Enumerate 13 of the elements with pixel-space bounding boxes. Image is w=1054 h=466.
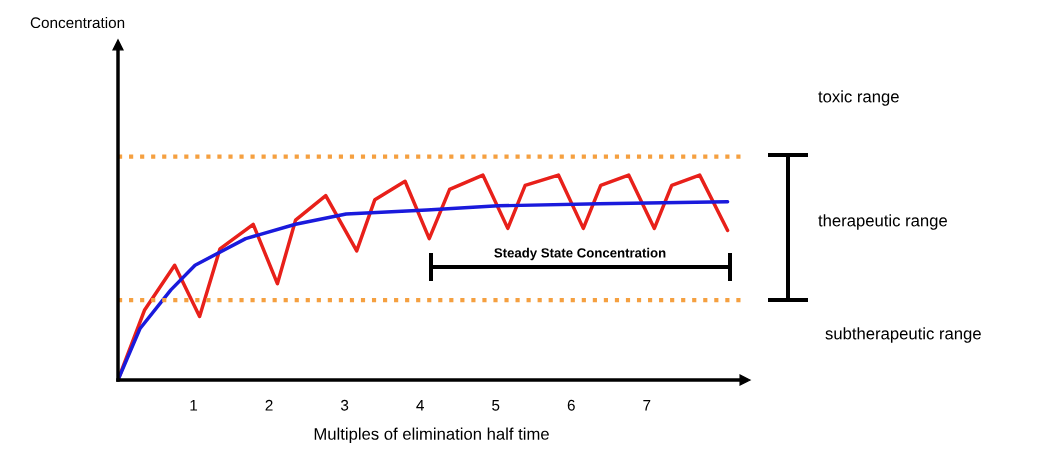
x-axis-title: Multiples of elimination half time — [314, 427, 549, 444]
text: toxic range — [818, 90, 899, 106]
annotation: Steady State Concentration — [494, 247, 666, 261]
x-tick-label: 6 — [567, 399, 575, 411]
x-tick-label: 5 — [492, 400, 500, 411]
text: Concentration — [30, 16, 125, 29]
text: therapeutic range — [818, 214, 947, 230]
x-tick-label: 1 — [190, 400, 198, 411]
x-tick-label: 4 — [416, 400, 424, 411]
text: subtherapeutic range — [825, 327, 981, 343]
x-tick-label: 3 — [340, 399, 349, 411]
x-tick-label: 7 — [643, 400, 651, 411]
x-tick-label: 2 — [265, 399, 273, 411]
